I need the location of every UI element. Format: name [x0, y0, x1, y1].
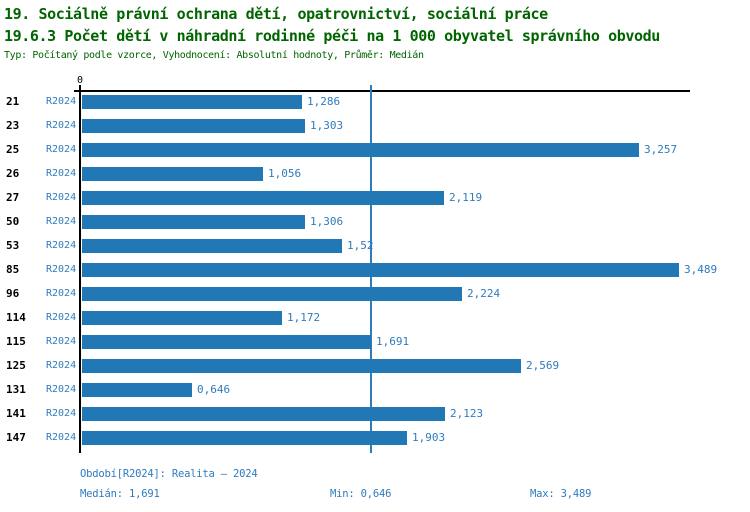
bar: [82, 167, 263, 181]
category-label: 26: [6, 167, 20, 180]
bar: [82, 287, 462, 301]
bar-value-label: 2,123: [450, 407, 484, 420]
category-label: 114: [6, 311, 26, 324]
bar: [82, 335, 371, 349]
category-label: 27: [6, 191, 20, 204]
category-label: 21: [6, 95, 20, 108]
category-label: 115: [6, 335, 26, 348]
bar: [82, 239, 342, 253]
bar-value-label: 1,691: [376, 335, 410, 348]
category-label: 131: [6, 383, 26, 396]
y-axis-line: [79, 85, 81, 453]
bar: [82, 143, 639, 157]
bar: [82, 383, 192, 397]
period-label: R2024: [46, 408, 77, 419]
x-axis-line: [74, 90, 690, 92]
category-label: 141: [6, 407, 26, 420]
bar-value-label: 1,286: [307, 95, 341, 108]
category-label: 25: [6, 143, 20, 156]
footer-max-value: Max: 3,489: [530, 488, 592, 500]
page-title: 19. Sociálně právní ochrana dětí, opatro…: [4, 5, 548, 23]
bar: [82, 263, 679, 277]
bar-value-label: 2,224: [467, 287, 501, 300]
period-label: R2024: [46, 312, 77, 323]
footer-median-value: Medián: 1,691: [80, 488, 160, 500]
bar-value-label: 0,646: [197, 383, 231, 396]
period-label: R2024: [46, 216, 77, 227]
bar-value-label: 2,569: [526, 359, 560, 372]
bar-value-label: 1,056: [268, 167, 302, 180]
bar: [82, 407, 445, 421]
bar-value-label: 1,903: [412, 431, 446, 444]
category-label: 85: [6, 263, 20, 276]
category-label: 125: [6, 359, 26, 372]
chart-subtitle: Typ: Počítaný podle vzorce, Vyhodnocení:…: [4, 50, 424, 61]
bar: [82, 191, 444, 205]
period-label: R2024: [46, 432, 77, 443]
category-label: 147: [6, 431, 26, 444]
bar-value-label: 1,303: [310, 119, 344, 132]
period-label: R2024: [46, 96, 77, 107]
period-label: R2024: [46, 192, 77, 203]
bar: [82, 431, 407, 445]
period-label: R2024: [46, 336, 77, 347]
footer-period-legend: Období[R2024]: Realita – 2024: [80, 468, 258, 480]
category-label: 53: [6, 239, 20, 252]
bar: [82, 119, 305, 133]
period-label: R2024: [46, 120, 77, 131]
category-label: 23: [6, 119, 20, 132]
period-label: R2024: [46, 144, 77, 155]
category-label: 50: [6, 215, 20, 228]
period-label: R2024: [46, 288, 77, 299]
footer-min-value: Min: 0,646: [330, 488, 392, 500]
bar: [82, 311, 282, 325]
period-label: R2024: [46, 264, 77, 275]
bar: [82, 215, 305, 229]
bar-value-label: 2,119: [449, 191, 483, 204]
bar-value-label: 3,489: [684, 263, 718, 276]
bar-value-label: 1,52: [347, 239, 374, 252]
period-label: R2024: [46, 384, 77, 395]
period-label: R2024: [46, 168, 77, 179]
bar-value-label: 1,172: [287, 311, 321, 324]
period-label: R2024: [46, 240, 77, 251]
chart-title: 19.6.3 Počet dětí v náhradní rodinné péč…: [4, 27, 660, 45]
category-label: 96: [6, 287, 20, 300]
bar: [82, 359, 521, 373]
period-label: R2024: [46, 360, 77, 371]
bar-value-label: 3,257: [644, 143, 678, 156]
x-axis-zero-tick-label: 0: [76, 75, 84, 86]
bar: [82, 95, 302, 109]
bar-value-label: 1,306: [310, 215, 344, 228]
